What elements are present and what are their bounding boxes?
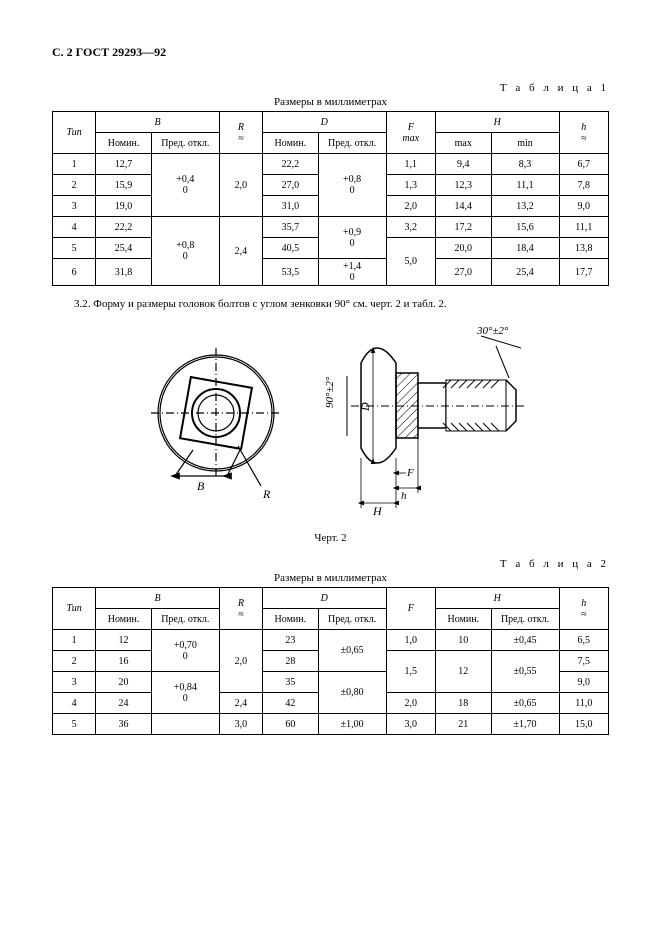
t1-h-B: B [96,112,220,133]
svg-text:90°±2°: 90°±2° [324,376,336,408]
t1-h-H: H [435,112,559,133]
figure-caption: Черт. 2 [52,532,609,544]
svg-text:H: H [372,504,383,518]
t1-h-Bt: Пред. откл. [151,133,219,154]
svg-text:30°±2°: 30°±2° [476,325,509,337]
table2-label: Т а б л и ц а 2 [52,558,609,570]
svg-text:R: R [262,487,271,501]
svg-text:D: D [358,402,372,412]
t1-h-R: R≈ [219,112,262,154]
t1-h-F: Fmax [386,112,435,154]
table-row: 6 31,8 53,5 +1,40 27,0 25,4 17,7 [53,259,609,286]
table-row: 1 12 +0,700 2,0 23 ±0,65 1,0 10 ±0,45 6,… [53,630,609,651]
figure-2: B R [52,318,609,528]
table1-label: Т а б л и ц а 1 [52,82,609,94]
t1-h-tip: Тип [53,112,96,154]
table-row: 4 22,2 +0,80 2,4 35,7 +0,90 3,2 17,2 15,… [53,217,609,238]
t1-h-Hmax: max [435,133,491,154]
t1-h-h: h≈ [559,112,608,154]
table1-title: Размеры в миллиметрах [52,96,609,108]
t1-h-Dt: Пред. откл. [318,133,386,154]
table-row: 5 36 3,0 60 ±1,00 3,0 21 ±1,70 15,0 [53,714,609,735]
table2-title: Размеры в миллиметрах [52,572,609,584]
t1-h-Hmin: min [491,133,559,154]
t1-h-Bn: Номин. [96,133,152,154]
svg-text:F: F [406,467,414,479]
table-row: 1 12,7 +0,40 2,0 22,2 +0,80 1,1 9,4 8,3 … [53,154,609,175]
table2: Тип B R≈ D F H h≈ Номин. Пред. откл. Ном… [52,587,609,735]
svg-text:B: B [197,479,205,493]
body-text: 3.2. Форму и размеры головок болтов с уг… [52,298,609,310]
page-header: С. 2 ГОСТ 29293—92 [52,45,609,60]
svg-text:h: h [401,490,407,502]
t1-h-D: D [263,112,387,133]
t1-h-Dn: Номин. [263,133,319,154]
table1: Тип B R≈ D Fmax H h≈ Номин. Пред. откл. … [52,111,609,286]
